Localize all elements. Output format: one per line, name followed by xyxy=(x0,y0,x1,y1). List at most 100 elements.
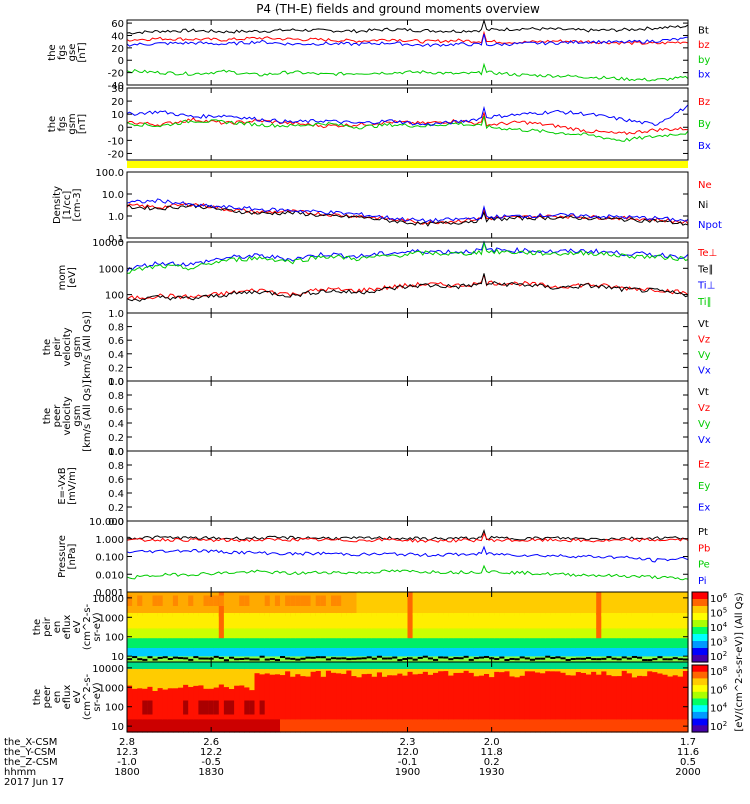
spectrogram-cell xyxy=(162,719,169,733)
spectrogram-cell xyxy=(458,672,465,720)
spectrogram-cell xyxy=(178,613,184,629)
spectrogram-cell xyxy=(371,613,378,629)
spacecraft-potential-mark xyxy=(366,656,373,659)
spectrogram-cell xyxy=(509,592,516,617)
spectrogram-cell xyxy=(489,592,495,617)
spectrogram-cell xyxy=(524,671,531,720)
spectrogram-cell xyxy=(672,613,679,629)
spectrogram-cell xyxy=(642,613,648,629)
spacecraft-potential-mark xyxy=(591,658,597,661)
spectrogram-cell xyxy=(647,671,653,720)
spectrogram-cell xyxy=(468,669,475,674)
spectrogram-cell xyxy=(280,613,286,629)
time-axis-value: 11.8 xyxy=(481,747,503,758)
spectrogram-cell xyxy=(672,669,679,676)
y-tick-label: 30 xyxy=(111,84,124,95)
spectrogram-cell xyxy=(172,719,179,733)
spectrogram-cell xyxy=(274,669,281,675)
spectrogram-cell xyxy=(310,648,317,657)
spectrogram-cell xyxy=(448,719,454,733)
spectrogram-cell xyxy=(438,719,444,733)
spectrogram-cell xyxy=(127,638,133,649)
y-tick-label: 0.2 xyxy=(108,433,124,444)
spectrogram-cell xyxy=(274,638,281,649)
spectrogram-cell xyxy=(550,648,556,657)
spectrogram-cell xyxy=(616,638,623,649)
spectrogram-cell xyxy=(208,613,215,629)
spectrogram-cell xyxy=(591,662,597,670)
spectrogram-cell xyxy=(249,638,256,649)
spacecraft-potential-mark xyxy=(341,657,347,660)
spectrogram-cell xyxy=(514,592,521,616)
spectrogram-cell xyxy=(178,638,184,649)
spectrogram-cell xyxy=(254,673,261,720)
spectrogram-cell xyxy=(310,592,317,617)
spectrogram-cell xyxy=(234,662,240,670)
spectrogram-cell xyxy=(203,595,210,606)
spectrogram-cell xyxy=(606,638,613,649)
spectrogram-cell xyxy=(422,719,429,733)
spectrogram-cell xyxy=(137,628,143,639)
spectrogram-cell xyxy=(570,638,577,649)
spectrogram-cell xyxy=(244,700,250,715)
spectrogram-cell xyxy=(244,628,250,639)
spectrogram-cell xyxy=(223,719,230,733)
spectrogram-cell xyxy=(504,669,511,672)
spectrogram-cell xyxy=(478,648,485,657)
spectrogram-cell xyxy=(239,613,245,629)
spectrogram-cell xyxy=(162,592,169,617)
spectrogram-cell xyxy=(188,613,194,629)
colorbar-upper-tick-label: 105 xyxy=(710,607,727,620)
spectrogram-cell xyxy=(147,628,154,639)
series-line-Ti∥ xyxy=(126,241,689,274)
spectrogram-cell xyxy=(336,673,342,720)
spectrogram-cell xyxy=(341,613,347,629)
spacecraft-potential-mark xyxy=(132,656,138,659)
spectrogram-cell xyxy=(310,669,317,673)
spacecraft-potential-mark xyxy=(188,658,194,661)
y-tick-label: 0.8 xyxy=(108,391,124,402)
spectrogram-cell xyxy=(152,669,159,692)
spacecraft-potential-mark xyxy=(540,657,546,660)
spectrogram-cell xyxy=(285,648,291,657)
y-tick-label: 10 xyxy=(111,110,124,121)
spectrogram-cell xyxy=(672,656,679,663)
panel-peir_velocity: 1.0 0.8 0.6 0.4 0.2 0.0 the peir velocity gsm [km/… xyxy=(42,309,711,388)
y-axis-label: mom xyxy=(57,265,68,291)
spectrogram-cell xyxy=(137,595,143,606)
spectrogram-cell xyxy=(137,613,143,629)
spectrogram-cell xyxy=(606,648,613,657)
spectrogram-cell xyxy=(280,669,286,676)
spectrogram-cell xyxy=(652,672,658,720)
spectrogram-cell xyxy=(331,672,337,720)
time-axis-value: 0.5 xyxy=(680,757,696,768)
spectrogram-cell xyxy=(586,662,592,670)
spectrogram-cell xyxy=(407,592,414,615)
spectrogram-cell xyxy=(397,592,403,617)
spectrogram-cell xyxy=(580,638,587,649)
spectrogram-cell xyxy=(637,675,643,720)
spectrogram-cell xyxy=(519,613,526,629)
spectrogram-cell xyxy=(433,628,439,639)
spectrogram-cell xyxy=(356,613,363,629)
spectrogram-cell xyxy=(178,687,184,720)
spectrogram-cell xyxy=(611,613,618,629)
spectrogram-cell xyxy=(371,662,378,670)
spectrogram-cell xyxy=(504,719,511,733)
spectrogram-cell xyxy=(575,669,582,673)
spectrogram-cell xyxy=(341,592,347,617)
spectrogram-cell xyxy=(586,613,592,629)
spectrogram-cell xyxy=(458,648,465,657)
spectrogram-cell xyxy=(453,592,460,614)
spectrogram-cell xyxy=(387,592,393,615)
spectrogram-cell xyxy=(387,719,393,733)
y-axis-label: [km/s (All Qs)] xyxy=(82,311,93,383)
spectrogram-cell xyxy=(341,656,347,663)
spectrogram-cell xyxy=(387,662,393,670)
spectrogram-cell xyxy=(254,662,261,670)
spectrogram-cell xyxy=(453,672,460,720)
spectrogram-cell xyxy=(218,719,225,733)
spectrogram-cell xyxy=(565,648,572,657)
spectrogram-cell xyxy=(422,628,429,639)
legend-entry: by xyxy=(698,55,710,66)
